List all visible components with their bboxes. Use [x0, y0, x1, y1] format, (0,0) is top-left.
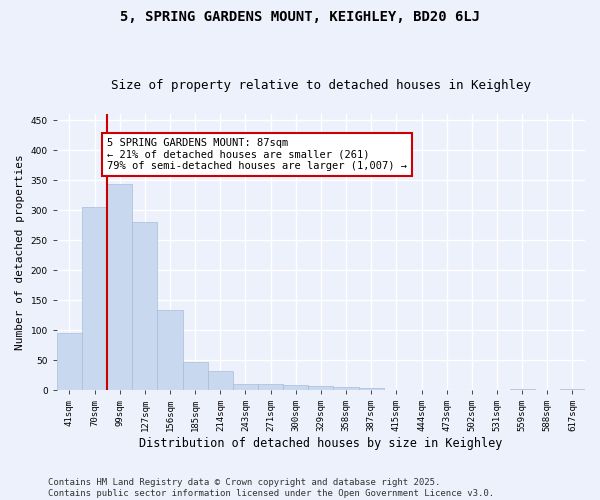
Bar [560, 389, 585, 390]
Bar [283, 385, 308, 390]
Text: 5, SPRING GARDENS MOUNT, KEIGHLEY, BD20 6LJ: 5, SPRING GARDENS MOUNT, KEIGHLEY, BD20 … [120, 10, 480, 24]
X-axis label: Distribution of detached houses by size in Keighley: Distribution of detached houses by size … [139, 437, 503, 450]
Bar [157, 310, 182, 390]
Bar [334, 387, 359, 390]
Bar [182, 362, 208, 390]
Text: Contains HM Land Registry data © Crown copyright and database right 2025.
Contai: Contains HM Land Registry data © Crown c… [48, 478, 494, 498]
Bar [208, 371, 233, 390]
Bar [57, 333, 82, 390]
Bar [308, 386, 334, 390]
Bar [509, 389, 535, 390]
Bar [233, 384, 258, 390]
Bar [82, 207, 107, 390]
Bar [359, 388, 384, 390]
Y-axis label: Number of detached properties: Number of detached properties [15, 154, 25, 350]
Bar [258, 384, 283, 390]
Text: 5 SPRING GARDENS MOUNT: 87sqm
← 21% of detached houses are smaller (261)
79% of : 5 SPRING GARDENS MOUNT: 87sqm ← 21% of d… [107, 138, 407, 171]
Bar [107, 184, 132, 390]
Bar [132, 222, 157, 390]
Title: Size of property relative to detached houses in Keighley: Size of property relative to detached ho… [111, 79, 531, 92]
